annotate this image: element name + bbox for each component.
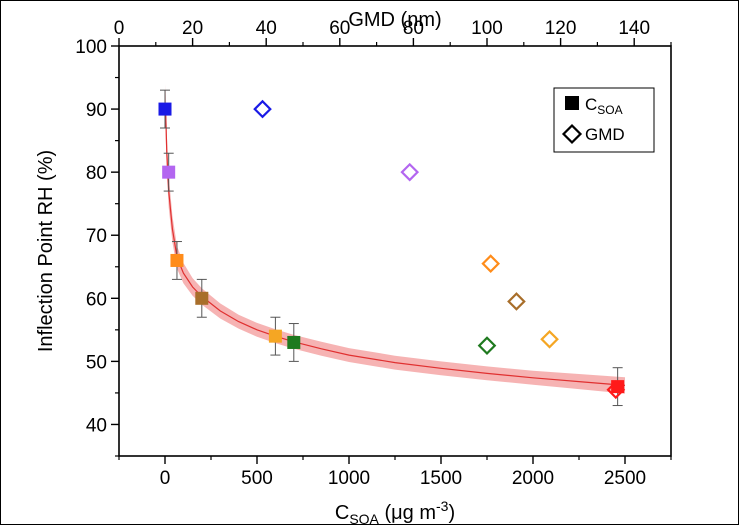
y-tick-label: 40	[86, 415, 107, 436]
x-axis-title: CSOA (μg m-3)	[335, 498, 455, 525]
data-point-csoa	[170, 253, 184, 267]
x2-axis-title: GMD (nm)	[348, 9, 441, 31]
x-tick-label: 2000	[512, 468, 554, 489]
legend-marker-gmd	[561, 123, 583, 145]
x-tick-label: 0	[160, 468, 171, 489]
fit-curve	[165, 109, 626, 386]
data-point-gmd	[606, 380, 626, 400]
data-point-gmd	[481, 254, 501, 273]
data-markers	[158, 99, 626, 400]
legend-label-gmd: GMD	[585, 125, 625, 144]
x-tick-label: 2500	[604, 468, 646, 489]
x2-tick-label: 120	[545, 18, 577, 39]
y-tick-label: 60	[86, 289, 107, 310]
axis-ticks	[111, 38, 672, 464]
data-point-gmd	[253, 99, 272, 119]
data-point-csoa	[158, 102, 172, 116]
x-axis-title-unit-close: )	[448, 502, 455, 524]
x-axis-title-unit: (μg m	[379, 502, 436, 524]
y-axis-title: Inflection Point RH (%)	[35, 150, 57, 352]
x-tick-label: 1500	[420, 468, 462, 489]
data-point-csoa	[268, 329, 282, 343]
x2-tick-label: 0	[114, 18, 125, 39]
y-tick-label: 50	[86, 352, 107, 373]
legend-label-csoa-main: C	[585, 95, 597, 114]
y-tick-label: 70	[86, 226, 107, 247]
data-point-gmd	[477, 336, 497, 355]
x-axis-title-main: C	[335, 502, 349, 524]
x-axis-title-sub: SOA	[349, 511, 379, 525]
y-tick-label: 80	[86, 163, 107, 184]
error-bars	[160, 89, 623, 407]
data-point-csoa	[195, 291, 209, 305]
y-tick-label: 90	[86, 100, 107, 121]
x-axis-title-unit-sup: -3	[436, 498, 449, 514]
x2-tick-label: 140	[618, 18, 650, 39]
x2-tick-label: 100	[471, 18, 503, 39]
legend-label-csoa-sub: SOA	[597, 103, 622, 117]
legend-marker-csoa	[565, 96, 579, 110]
data-point-gmd	[540, 329, 559, 349]
data-point-csoa	[162, 165, 176, 179]
x2-tick-label: 20	[182, 18, 203, 39]
fit-curve-line	[165, 109, 626, 386]
x-tick-label: 500	[241, 468, 273, 489]
data-point-gmd	[400, 162, 420, 182]
x2-tick-label: 40	[256, 18, 277, 39]
x2-tick-label: 80	[403, 18, 424, 39]
y-tick-label: 100	[75, 37, 107, 58]
x-tick-label: 1000	[328, 468, 370, 489]
x2-tick-label: 60	[329, 18, 350, 39]
data-point-gmd	[507, 292, 526, 311]
data-point-csoa	[287, 335, 301, 349]
axis-tick-labels: 0 500 1000 1500 2000 2500 0 20 40 60 80 100 120 140 40…	[75, 18, 650, 489]
legend: CSOA GMD	[553, 87, 655, 153]
legend-label-csoa: CSOA	[585, 95, 623, 117]
